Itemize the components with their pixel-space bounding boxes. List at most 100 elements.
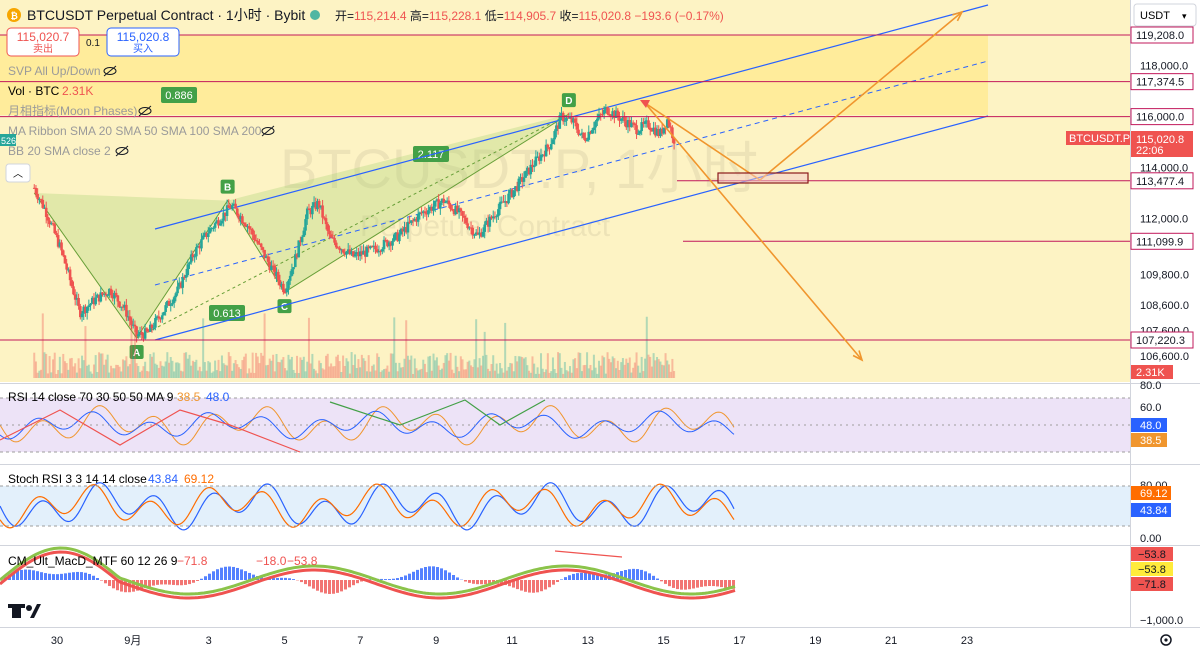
candle-body[interactable] <box>396 232 399 242</box>
candle-body[interactable] <box>601 114 604 116</box>
candle-body[interactable] <box>292 267 295 270</box>
candle-body[interactable] <box>189 254 193 263</box>
candle-body[interactable] <box>558 115 562 129</box>
pattern-point-b[interactable] <box>220 179 235 194</box>
candle-body[interactable] <box>464 217 468 224</box>
candle-body[interactable] <box>65 263 68 270</box>
candle-body[interactable] <box>452 210 456 215</box>
candle-body[interactable] <box>488 216 492 227</box>
candle-body[interactable] <box>326 224 330 231</box>
candle-body[interactable] <box>246 226 249 228</box>
candle-body[interactable] <box>478 232 481 235</box>
candle-body[interactable] <box>645 120 649 122</box>
candle-body[interactable] <box>413 218 417 221</box>
candle-body[interactable] <box>408 221 411 223</box>
candle-body[interactable] <box>200 239 203 249</box>
candle-body[interactable] <box>119 306 123 308</box>
candle-body[interactable] <box>549 144 553 150</box>
candle-body[interactable] <box>341 249 345 253</box>
candle-body[interactable] <box>384 239 388 241</box>
candle-body[interactable] <box>596 118 599 122</box>
rsi-tag[interactable] <box>1131 418 1167 432</box>
candle-body[interactable] <box>41 199 45 208</box>
candle-body[interactable] <box>224 212 227 217</box>
candle-body[interactable] <box>331 237 335 239</box>
candle-body[interactable] <box>84 306 87 314</box>
candle-body[interactable] <box>479 232 483 237</box>
candle-body[interactable] <box>572 118 575 123</box>
candle-body[interactable] <box>63 255 67 264</box>
candle-body[interactable] <box>505 201 509 204</box>
candle-body[interactable] <box>442 198 446 203</box>
candle-body[interactable] <box>519 177 522 179</box>
candle-body[interactable] <box>638 131 642 134</box>
candle-body[interactable] <box>497 209 500 217</box>
candle-body[interactable] <box>551 139 555 145</box>
candle-body[interactable] <box>294 254 297 268</box>
candle-body[interactable] <box>619 118 623 121</box>
candle-body[interactable] <box>147 331 150 333</box>
macd-tag[interactable] <box>1131 562 1173 576</box>
candle-body[interactable] <box>437 199 440 209</box>
pattern-point-a[interactable] <box>129 344 144 359</box>
candle-body[interactable] <box>648 127 652 130</box>
candle-body[interactable] <box>379 250 382 252</box>
pattern-point-d[interactable] <box>561 93 576 108</box>
candle-body[interactable] <box>594 121 597 128</box>
candle-body[interactable] <box>280 283 283 286</box>
candle-body[interactable] <box>271 265 275 267</box>
eye-off-icon[interactable] <box>261 125 275 137</box>
candle-body[interactable] <box>631 122 635 124</box>
candle-body[interactable] <box>352 251 355 257</box>
candle-body[interactable] <box>514 186 517 191</box>
candle-body[interactable] <box>432 206 435 211</box>
candle-body[interactable] <box>626 120 630 128</box>
candle-body[interactable] <box>181 276 184 288</box>
candle-body[interactable] <box>275 271 278 277</box>
candle-body[interactable] <box>655 129 659 136</box>
candle-body[interactable] <box>123 304 126 308</box>
candle-body[interactable] <box>568 117 572 119</box>
candle-body[interactable] <box>56 235 60 247</box>
candle-body[interactable] <box>500 201 504 203</box>
ratio-badge[interactable] <box>413 146 449 162</box>
candle-body[interactable] <box>210 228 213 230</box>
candle-body[interactable] <box>96 294 99 298</box>
candle-body[interactable] <box>369 246 372 249</box>
candle-body[interactable] <box>367 246 370 249</box>
candle-body[interactable] <box>324 218 328 225</box>
candle-body[interactable] <box>508 189 512 194</box>
candle-body[interactable] <box>348 249 352 255</box>
rsi-legend[interactable]: RSI 14 close 70 30 50 50 MA 9 <box>8 390 174 404</box>
candle-body[interactable] <box>297 240 301 258</box>
candle-body[interactable] <box>254 240 258 242</box>
level-price-tag[interactable] <box>1130 232 1194 250</box>
candle-body[interactable] <box>329 234 333 238</box>
candle-body[interactable] <box>343 252 347 255</box>
candle-body[interactable] <box>502 201 505 203</box>
bybit-logo-icon[interactable] <box>7 8 21 22</box>
candle-body[interactable] <box>350 251 353 255</box>
candle-body[interactable] <box>305 208 309 220</box>
candle-body[interactable] <box>258 243 261 245</box>
candle-body[interactable] <box>362 250 365 255</box>
candle-body[interactable] <box>256 240 260 244</box>
collapse-legend-button[interactable]: ︿ <box>5 163 31 183</box>
candle-body[interactable] <box>423 211 427 214</box>
candle-body[interactable] <box>430 206 434 211</box>
candle-body[interactable] <box>555 125 558 132</box>
candle-body[interactable] <box>90 297 94 304</box>
candle-body[interactable] <box>206 233 210 237</box>
candle-body[interactable] <box>316 200 319 210</box>
pattern-point-c[interactable] <box>277 299 292 314</box>
candle-body[interactable] <box>495 216 498 218</box>
candle-body[interactable] <box>287 280 290 289</box>
candle-body[interactable] <box>510 189 514 198</box>
candle-body[interactable] <box>50 223 53 225</box>
candle-body[interactable] <box>239 216 243 220</box>
candle-body[interactable] <box>135 326 138 337</box>
target-box[interactable] <box>717 172 809 184</box>
candle-body[interactable] <box>642 122 645 124</box>
candle-body[interactable] <box>382 239 386 250</box>
